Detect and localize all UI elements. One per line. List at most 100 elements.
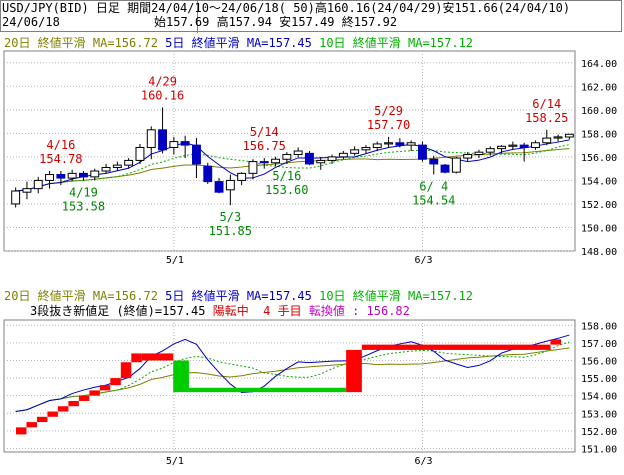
nv-up-bar bbox=[68, 400, 79, 407]
nv-status-state: 陽転中 bbox=[212, 304, 249, 318]
candle-body bbox=[350, 149, 360, 154]
bottom-legend: 20日 終値平滑 MA=156.72 5日 終値平滑 MA=157.45 10日… bbox=[4, 289, 473, 303]
annotation-high-value: 156.75 bbox=[243, 139, 286, 153]
candle-body bbox=[112, 164, 122, 168]
candle-body bbox=[56, 174, 66, 179]
bottom-y-tick-label: 157.00 bbox=[581, 339, 617, 350]
annotation-low-date: 5/3 bbox=[220, 210, 242, 224]
top-plot-frame bbox=[3, 50, 576, 252]
nv-up-bar bbox=[110, 378, 121, 386]
candle-body bbox=[406, 142, 416, 146]
header-date: 24/06/18 bbox=[2, 15, 60, 29]
annotation-low-date: 4/19 bbox=[69, 185, 98, 199]
nv-status-count: 4 手目 bbox=[248, 304, 309, 318]
nv-up-bar bbox=[120, 362, 132, 379]
candle-body bbox=[248, 161, 258, 174]
bottom-plot-frame bbox=[3, 319, 576, 453]
candle-body bbox=[214, 181, 224, 193]
candle-body bbox=[22, 188, 32, 193]
top-ma5-line bbox=[15, 139, 570, 192]
top-y-tick-label: 160.00 bbox=[581, 106, 617, 117]
candle-body bbox=[542, 137, 552, 144]
nv-up-bar bbox=[141, 353, 174, 361]
candle-body bbox=[440, 164, 450, 173]
nv-up-bar bbox=[89, 390, 100, 396]
candle-body bbox=[293, 150, 303, 156]
candle-body bbox=[485, 148, 495, 153]
top-y-tick-label: 164.00 bbox=[581, 59, 617, 70]
candle-body bbox=[372, 143, 382, 148]
annotation-low-date: 5/16 bbox=[272, 169, 301, 183]
candle-body bbox=[237, 172, 247, 181]
candle-body bbox=[169, 141, 179, 148]
nv-up-bar bbox=[346, 349, 362, 393]
nv-status-prefix: 3段抜き新値足 (終値)=157.45 bbox=[30, 304, 213, 318]
annotation-high-date: 4/29 bbox=[148, 74, 177, 88]
candle-body bbox=[33, 179, 43, 190]
bottom-y-tick-label: 158.00 bbox=[581, 321, 617, 332]
nv-up-bar bbox=[131, 353, 142, 363]
candle-body bbox=[203, 165, 213, 183]
candle-body bbox=[497, 145, 507, 150]
annotation-high-date: 4/16 bbox=[46, 138, 75, 152]
candle-body bbox=[67, 172, 77, 179]
candle-body bbox=[304, 152, 314, 165]
candle-body bbox=[158, 129, 168, 151]
candle-body bbox=[11, 190, 21, 205]
nv-up-bar bbox=[78, 395, 90, 401]
bottom-y-tick-label: 153.00 bbox=[581, 409, 617, 420]
candle-body bbox=[395, 142, 405, 146]
annotation-high-date: 5/29 bbox=[374, 104, 403, 118]
top-x-tick-label: 6/3 bbox=[414, 255, 432, 266]
nv-up-bar bbox=[26, 422, 37, 428]
top-y-tick-label: 152.00 bbox=[581, 200, 617, 211]
candle-body bbox=[90, 170, 100, 178]
top-y-tick-label: 148.00 bbox=[581, 247, 617, 258]
candle-body bbox=[451, 157, 461, 173]
legend-ma20: 20日 終値平滑 MA=156.72 bbox=[4, 36, 158, 50]
candle-body bbox=[429, 158, 439, 165]
candle-body bbox=[463, 154, 473, 159]
top-legend: 20日 終値平滑 MA=156.72 5日 終値平滑 MA=157.45 10日… bbox=[4, 36, 473, 50]
nv-up-bar bbox=[16, 427, 27, 435]
candle-body bbox=[530, 142, 540, 148]
candle-body bbox=[271, 158, 281, 164]
candle-body bbox=[316, 159, 326, 164]
nv-down-bar bbox=[188, 387, 347, 393]
candle-body bbox=[553, 136, 563, 139]
annotation-low-date: 6/ 4 bbox=[419, 180, 448, 194]
candle-body bbox=[135, 146, 145, 161]
candle-body bbox=[384, 142, 394, 145]
bottom-x-tick-label: 6/3 bbox=[414, 456, 432, 467]
top-y-tick-label: 154.00 bbox=[581, 176, 617, 187]
candle-body bbox=[180, 141, 190, 146]
candle-body bbox=[124, 159, 134, 166]
candle-body bbox=[474, 151, 484, 156]
candle-body bbox=[338, 152, 348, 158]
top-y-tick-label: 156.00 bbox=[581, 153, 617, 164]
candle-body bbox=[417, 144, 427, 160]
annotation-low-value: 153.58 bbox=[62, 199, 105, 213]
nv-status-reversal: 転換値 : 156.82 bbox=[308, 304, 410, 318]
annotation-high-value: 154.78 bbox=[39, 152, 82, 166]
candle-body bbox=[78, 172, 88, 178]
candle-body bbox=[508, 144, 518, 147]
nv-up-bar bbox=[99, 385, 111, 391]
candle-body bbox=[191, 144, 201, 165]
bottom-y-tick-label: 152.00 bbox=[581, 427, 617, 438]
bottom-x-tick-label: 5/1 bbox=[166, 456, 184, 467]
legend-ma5: 5日 終値平滑 MA=157.45 bbox=[165, 36, 312, 50]
nv-up-bar bbox=[47, 411, 58, 417]
top-y-tick-label: 150.00 bbox=[581, 223, 617, 234]
bottom-y-tick-label: 155.00 bbox=[581, 374, 617, 385]
candle-body bbox=[282, 154, 292, 160]
bottom-ma20-line bbox=[15, 347, 570, 413]
candle-body bbox=[101, 166, 111, 172]
annotation-high-value: 158.25 bbox=[525, 111, 568, 125]
nv-down-bar bbox=[173, 360, 189, 393]
candle-body bbox=[361, 146, 371, 151]
annotation-low-value: 153.60 bbox=[265, 183, 308, 197]
bottom-y-tick-label: 156.00 bbox=[581, 356, 617, 367]
bottom-ma5-line bbox=[15, 334, 570, 413]
nv-up-bar bbox=[36, 416, 48, 423]
